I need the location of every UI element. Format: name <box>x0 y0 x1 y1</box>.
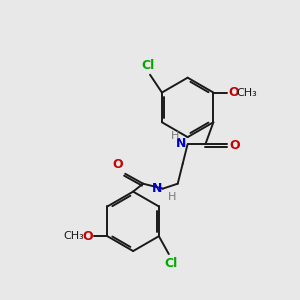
Text: CH₃: CH₃ <box>64 231 85 241</box>
Text: O: O <box>228 86 239 99</box>
Text: H: H <box>168 192 176 202</box>
Text: O: O <box>82 230 92 243</box>
Text: H: H <box>171 131 180 141</box>
Text: Cl: Cl <box>164 257 177 270</box>
Text: N: N <box>152 182 162 195</box>
Text: O: O <box>229 139 240 152</box>
Text: CH₃: CH₃ <box>236 88 257 98</box>
Text: O: O <box>112 158 123 171</box>
Text: N: N <box>176 136 187 150</box>
Text: Cl: Cl <box>141 59 155 72</box>
